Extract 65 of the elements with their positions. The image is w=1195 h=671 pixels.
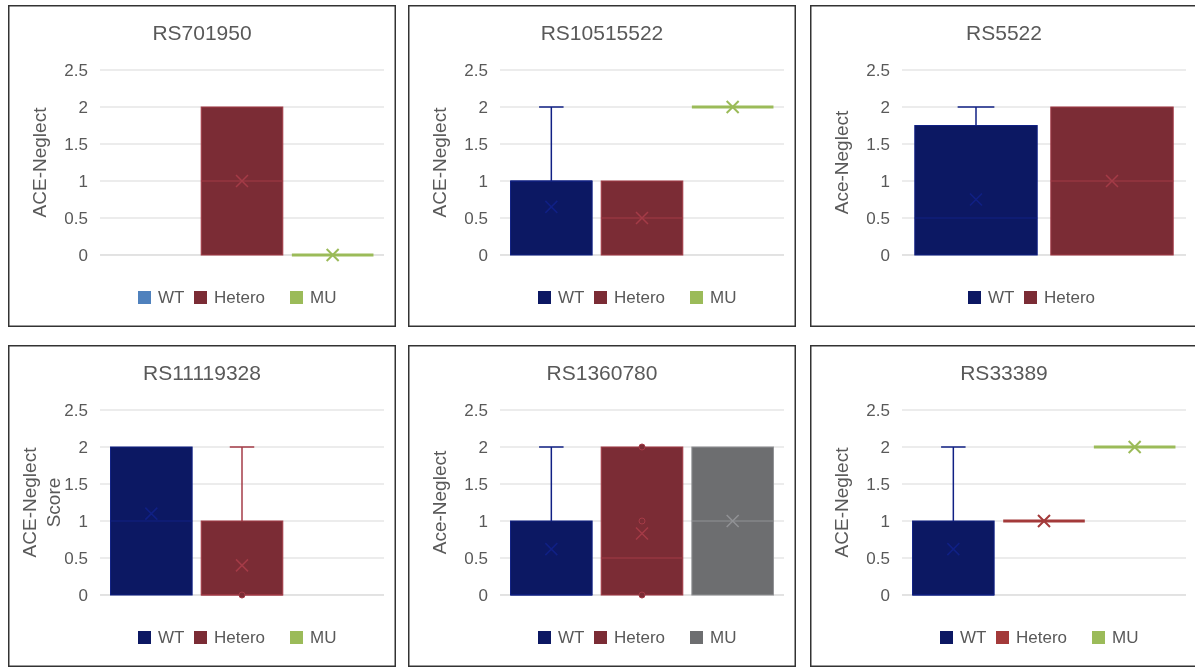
legend-label: WT [158,287,185,307]
y-tick-label: 0 [880,585,890,605]
y-tick-label: 2.5 [464,400,488,420]
y-tick-label: 1 [880,511,890,531]
legend-label: Hetero [614,287,666,307]
y-tick-label: 2.5 [866,60,890,80]
y-tick-label: 2 [478,437,488,457]
y-tick-label: 1 [880,171,890,191]
y-tick-label: 0 [478,585,488,605]
legend-label: WT [988,287,1015,307]
y-tick-label: 2.5 [64,60,88,80]
y-tick-label: 1 [478,171,488,191]
y-tick-label: 1 [78,171,88,191]
chart-title: RS10515522 [540,21,664,44]
legend-label: Hetero [214,287,266,307]
y-tick-label: 0.5 [866,208,890,228]
y-tick-label: 1.5 [64,134,88,154]
y-tick-label: 1 [78,511,88,531]
y-tick-label: 2 [78,97,88,117]
y-tick-label: 1.5 [64,474,88,494]
legend-label: WT [558,287,585,307]
y-tick-label: 0 [880,245,890,265]
y-tick-label: 0.5 [64,208,88,228]
legend-label: MU [310,287,337,307]
y-tick-label: 1.5 [464,134,488,154]
y-tick-label: 1.5 [866,474,890,494]
y-tick-label: 0 [478,245,488,265]
y-axis-title: ACE-Neglect Score [19,446,64,558]
y-axis-title: Ace-Neglect [831,110,852,215]
legend-label: Hetero [1044,287,1096,307]
legend-label: Hetero [214,627,266,647]
chart-title: RS33389 [960,361,1048,384]
y-tick-label: 2.5 [64,400,88,420]
legend-label: Hetero [614,627,666,647]
y-tick-label: 1.5 [464,474,488,494]
y-tick-label: 0.5 [464,208,488,228]
y-axis-title: ACE-Neglect [29,106,50,218]
y-axis-title: Ace-Neglect [429,450,450,555]
y-tick-label: 2 [478,97,488,117]
y-axis-title: ACE-Neglect [429,106,450,218]
legend-label: Hetero [1016,627,1068,647]
legend-label: WT [960,627,987,647]
y-tick-label: 2.5 [866,400,890,420]
chart-title: RS1360780 [546,361,658,384]
y-tick-label: 0 [78,585,88,605]
y-tick-label: 0.5 [464,548,488,568]
y-tick-label: 1 [478,511,488,531]
y-tick-label: 0.5 [64,548,88,568]
y-tick-label: 2.5 [464,60,488,80]
y-axis-title: ACE-Neglect [831,446,852,558]
y-tick-label: 0.5 [866,548,890,568]
chart-title: RS701950 [152,21,252,44]
y-tick-label: 2 [880,97,890,117]
y-tick-label: 2 [78,437,88,457]
y-tick-label: 1.5 [866,134,890,154]
legend-label: MU [710,287,737,307]
legend-label: WT [158,627,185,647]
legend-label: MU [1112,627,1139,647]
legend-label: MU [710,627,737,647]
y-tick-label: 2 [880,437,890,457]
legend-label: WT [558,627,585,647]
chart-title: RS5522 [966,21,1042,44]
legend-label: MU [310,627,337,647]
chart-title: RS11119328 [143,361,261,384]
y-tick-label: 0 [78,245,88,265]
